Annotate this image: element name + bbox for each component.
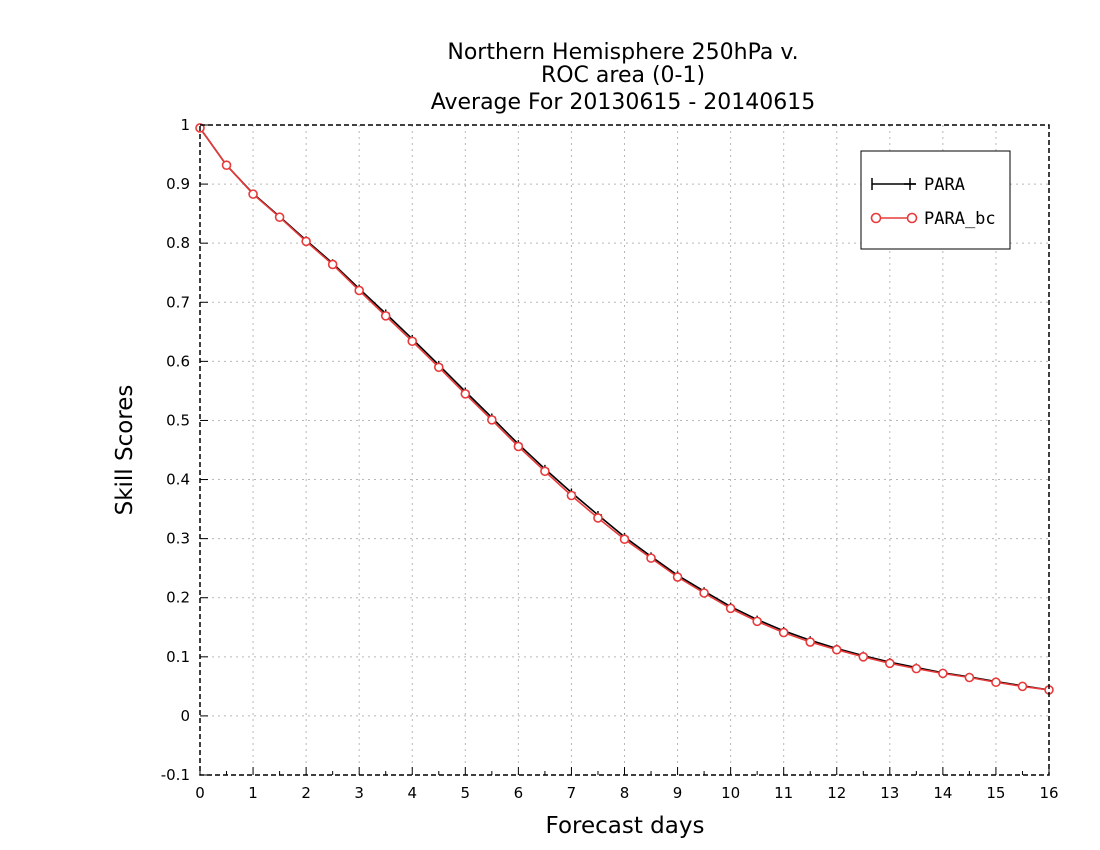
x-tick-label: 11 [774,784,793,802]
data-point [327,259,338,270]
x-tick-label: 2 [301,784,311,802]
data-point [778,627,789,638]
data-point [646,553,656,563]
data-point [433,362,444,373]
legend-swatch-para-bc-marker-right [906,212,918,224]
series-para-bc [195,123,1054,695]
series-lines [195,123,1054,695]
data-point [752,616,762,627]
x-tick-label: 13 [880,784,899,802]
data-point [699,588,709,598]
x-axis-title: Forecast days [546,813,705,839]
x-tick-label: 9 [673,784,683,802]
data-point [991,677,1001,688]
x-tick-label: 12 [827,784,846,802]
legend-label-para: PARA [924,175,965,195]
y-tick-labels: -0.1 0 0.1 0.2 0.3 0.4 0.5 0.6 0.7 0.8 0.9 1 [161,116,190,784]
data-point [964,672,975,683]
data-point [274,212,285,222]
data-point [407,336,418,347]
data-point [1017,681,1028,692]
y-tick-label: 0.8 [166,234,190,252]
legend-label-para-bc: PARA_bc [924,209,996,229]
data-point [540,466,550,477]
x-tick-label: 5 [461,784,471,802]
y-tick-label: -0.1 [161,766,190,784]
y-tick-label: 0.1 [166,648,190,666]
x-tick-label: 7 [567,784,577,802]
data-point [885,658,895,669]
data-point [301,236,311,247]
y-tick-label: 0.2 [166,589,190,607]
x-tick-label: 10 [721,784,740,802]
x-tick-labels: 0 1 2 3 4 5 6 7 8 9 10 11 12 13 14 15 16 [195,784,1058,802]
data-point [487,415,497,425]
data-point [248,189,258,199]
data-point [831,644,842,655]
data-point [938,668,948,679]
chart-title-line-3: Average For 20130615 - 20140615 [431,90,816,115]
data-point [725,603,736,614]
x-tick-label: 14 [933,784,952,802]
y-tick-label: 1 [180,116,190,134]
y-tick-label: 0.9 [166,175,190,193]
data-point [619,534,630,545]
x-tick-label: 4 [407,784,417,802]
data-point [460,389,471,399]
y-tick-label: 0.3 [166,530,190,548]
y-tick-label: 0.6 [166,352,190,370]
x-tick-label: 3 [354,784,364,802]
y-axis-title: Skill Scores [112,385,138,516]
data-point [380,311,391,321]
chart-title-line-1: Northern Hemisphere 250hPa v. [447,40,798,65]
legend-swatch-para-marker [871,178,916,190]
data-point [672,572,683,582]
data-point [513,441,524,452]
y-tick-label: 0.4 [166,471,190,489]
data-point [911,663,922,674]
y-tick-label: 0 [180,707,190,725]
x-tick-label: 6 [514,784,524,802]
y-tick-label: 0.7 [166,293,190,311]
x-tick-label: 15 [986,784,1005,802]
data-point [805,637,816,647]
y-tick-label: 0.5 [166,411,190,429]
data-point [221,160,232,170]
legend-swatch-para-bc-marker-left [870,212,882,224]
x-tick-label: 8 [620,784,630,802]
data-point [858,652,869,662]
chart-title-line-2: ROC area (0-1) [541,63,705,88]
x-tick-label: 1 [248,784,258,802]
legend: PARA PARA_bc [860,150,1011,250]
x-tick-label: 0 [195,784,205,802]
x-tick-label: 16 [1039,784,1058,802]
data-point [593,513,603,523]
plot-frame [199,124,1050,776]
data-point [354,285,364,296]
legend-box [860,150,1011,250]
chart-title: Northern Hemisphere 250hPa v. ROC area (… [431,40,816,115]
data-point [566,490,577,501]
